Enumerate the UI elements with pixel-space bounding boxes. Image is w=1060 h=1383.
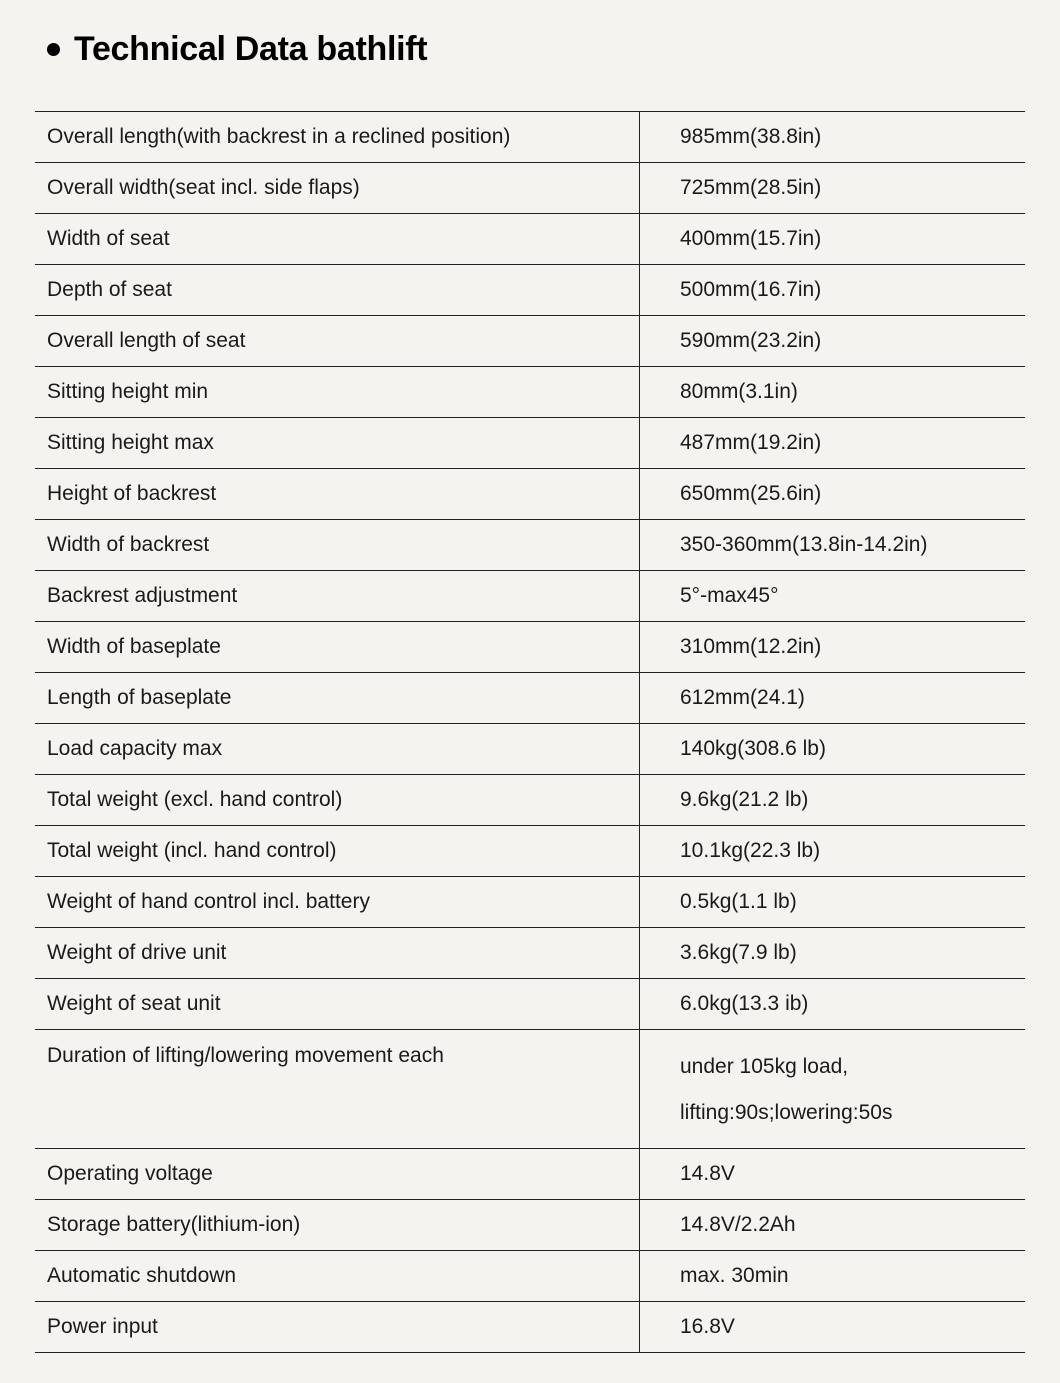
table-row: Weight of drive unit3.6kg(7.9 lb) bbox=[35, 928, 1025, 979]
specs-table: Overall length(with backrest in a reclin… bbox=[35, 111, 1025, 1353]
spec-label: Power input bbox=[35, 1302, 640, 1352]
spec-label: Operating voltage bbox=[35, 1149, 640, 1199]
table-row: Operating voltage14.8V bbox=[35, 1149, 1025, 1200]
spec-label: Overall length of seat bbox=[35, 316, 640, 366]
table-row: Automatic shutdownmax. 30min bbox=[35, 1251, 1025, 1302]
spec-label: Weight of drive unit bbox=[35, 928, 640, 978]
spec-value: 9.6kg(21.2 lb) bbox=[640, 775, 1025, 825]
spec-value: 487mm(19.2in) bbox=[640, 418, 1025, 468]
spec-label: Width of backrest bbox=[35, 520, 640, 570]
spec-label: Height of backrest bbox=[35, 469, 640, 519]
spec-value: 0.5kg(1.1 lb) bbox=[640, 877, 1025, 927]
spec-label: Weight of seat unit bbox=[35, 979, 640, 1029]
table-row: Sitting height min80mm(3.1in) bbox=[35, 367, 1025, 418]
spec-label: Sitting height min bbox=[35, 367, 640, 417]
page-heading: Technical Data bathlift bbox=[35, 30, 1025, 69]
spec-value: 590mm(23.2in) bbox=[640, 316, 1025, 366]
table-row: Depth of seat500mm(16.7in) bbox=[35, 265, 1025, 316]
spec-value: 140kg(308.6 lb) bbox=[640, 724, 1025, 774]
table-row: Width of seat400mm(15.7in) bbox=[35, 214, 1025, 265]
spec-label: Weight of hand control incl. battery bbox=[35, 877, 640, 927]
table-row: Length of baseplate612mm(24.1) bbox=[35, 673, 1025, 724]
table-row: Storage battery(lithium-ion)14.8V/2.2Ah bbox=[35, 1200, 1025, 1251]
bullet-icon bbox=[47, 43, 60, 56]
table-row: Power input16.8V bbox=[35, 1302, 1025, 1353]
spec-value: 16.8V bbox=[640, 1302, 1025, 1352]
spec-value: 3.6kg(7.9 lb) bbox=[640, 928, 1025, 978]
spec-value: 14.8V bbox=[640, 1149, 1025, 1199]
spec-value: 5°-max45° bbox=[640, 571, 1025, 621]
spec-label: Width of seat bbox=[35, 214, 640, 264]
spec-value: 500mm(16.7in) bbox=[640, 265, 1025, 315]
table-row: Overall length of seat590mm(23.2in) bbox=[35, 316, 1025, 367]
table-row: Weight of seat unit6.0kg(13.3 ib) bbox=[35, 979, 1025, 1030]
spec-value: under 105kg load, lifting:90s;lowering:5… bbox=[640, 1030, 1025, 1148]
spec-label: Width of baseplate bbox=[35, 622, 640, 672]
table-row: Total weight (excl. hand control)9.6kg(2… bbox=[35, 775, 1025, 826]
spec-label: Storage battery(lithium-ion) bbox=[35, 1200, 640, 1250]
spec-label: Depth of seat bbox=[35, 265, 640, 315]
spec-value: max. 30min bbox=[640, 1251, 1025, 1301]
table-row: Duration of lifting/lowering movement ea… bbox=[35, 1030, 1025, 1149]
spec-value: 725mm(28.5in) bbox=[640, 163, 1025, 213]
page-title: Technical Data bathlift bbox=[74, 30, 427, 69]
table-row: Overall length(with backrest in a reclin… bbox=[35, 112, 1025, 163]
spec-value: 350-360mm(13.8in-14.2in) bbox=[640, 520, 1025, 570]
spec-value: 985mm(38.8in) bbox=[640, 112, 1025, 162]
table-row: Sitting height max487mm(19.2in) bbox=[35, 418, 1025, 469]
spec-label: Overall width(seat incl. side flaps) bbox=[35, 163, 640, 213]
spec-value: 650mm(25.6in) bbox=[640, 469, 1025, 519]
spec-value: 14.8V/2.2Ah bbox=[640, 1200, 1025, 1250]
spec-value: 80mm(3.1in) bbox=[640, 367, 1025, 417]
spec-label: Overall length(with backrest in a reclin… bbox=[35, 112, 640, 162]
spec-label: Total weight (excl. hand control) bbox=[35, 775, 640, 825]
spec-label: Total weight (incl. hand control) bbox=[35, 826, 640, 876]
spec-label: Duration of lifting/lowering movement ea… bbox=[35, 1030, 640, 1148]
table-row: Backrest adjustment5°-max45° bbox=[35, 571, 1025, 622]
spec-value: 10.1kg(22.3 lb) bbox=[640, 826, 1025, 876]
table-row: Load capacity max140kg(308.6 lb) bbox=[35, 724, 1025, 775]
table-row: Height of backrest650mm(25.6in) bbox=[35, 469, 1025, 520]
spec-label: Sitting height max bbox=[35, 418, 640, 468]
spec-value: 400mm(15.7in) bbox=[640, 214, 1025, 264]
table-row: Overall width(seat incl. side flaps)725m… bbox=[35, 163, 1025, 214]
table-row: Width of backrest350-360mm(13.8in-14.2in… bbox=[35, 520, 1025, 571]
table-row: Total weight (incl. hand control)10.1kg(… bbox=[35, 826, 1025, 877]
spec-label: Load capacity max bbox=[35, 724, 640, 774]
spec-label: Backrest adjustment bbox=[35, 571, 640, 621]
spec-value: 612mm(24.1) bbox=[640, 673, 1025, 723]
table-row: Weight of hand control incl. battery0.5k… bbox=[35, 877, 1025, 928]
spec-label: Automatic shutdown bbox=[35, 1251, 640, 1301]
spec-value: 6.0kg(13.3 ib) bbox=[640, 979, 1025, 1029]
table-row: Width of baseplate310mm(12.2in) bbox=[35, 622, 1025, 673]
spec-label: Length of baseplate bbox=[35, 673, 640, 723]
spec-value: 310mm(12.2in) bbox=[640, 622, 1025, 672]
